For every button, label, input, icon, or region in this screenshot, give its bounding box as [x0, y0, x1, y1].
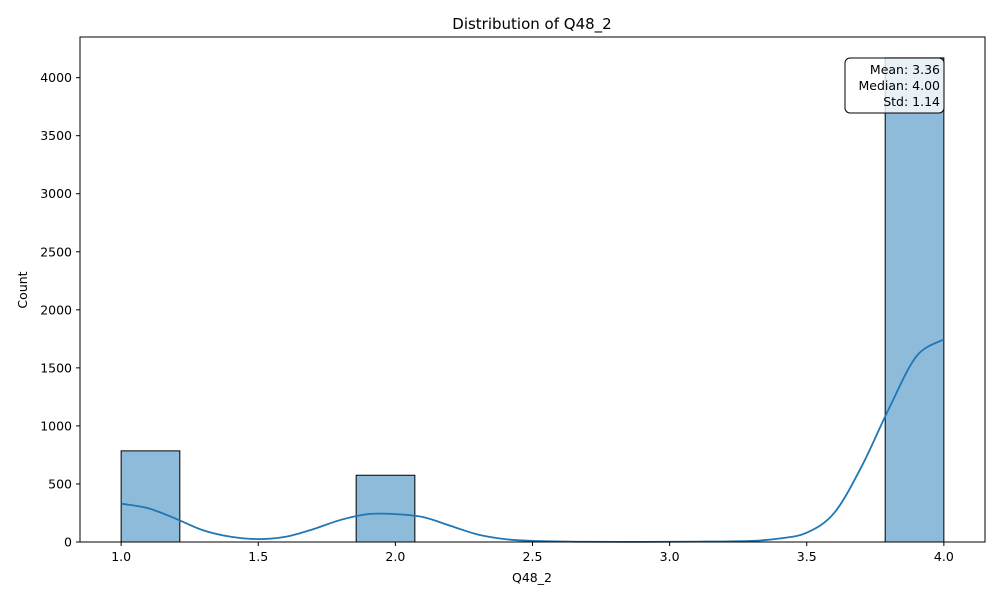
bars-group — [120, 57, 945, 543]
x-tick-label: 4.0 — [934, 549, 954, 564]
x-axis-label: Q48_2 — [512, 570, 552, 585]
y-tick-label: 3500 — [40, 128, 72, 143]
histogram-bar — [884, 57, 945, 543]
x-tick-label: 3.0 — [660, 549, 680, 564]
y-tick-label: 1000 — [40, 418, 72, 433]
x-tick-label: 3.5 — [797, 549, 817, 564]
stats-std: Std: 1.14 — [883, 94, 940, 109]
y-tick-label: 2000 — [40, 302, 72, 317]
y-tick-label: 0 — [64, 535, 72, 550]
y-tick-label: 500 — [48, 476, 72, 491]
y-tick-label: 2500 — [40, 244, 72, 259]
x-axis-ticks: 1.0 1.5 2.0 2.5 3.0 3.5 4.0 — [111, 542, 954, 564]
x-tick-label: 2.5 — [523, 549, 543, 564]
chart-title: Distribution of Q48_2 — [452, 15, 611, 34]
stats-box: Mean: 3.36 Median: 4.00 Std: 1.14 — [844, 57, 945, 114]
x-tick-label: 2.0 — [385, 549, 405, 564]
histogram-bar — [120, 450, 181, 543]
histogram-bar — [355, 474, 416, 543]
kde-line — [120, 338, 945, 543]
y-tick-label: 4000 — [40, 70, 72, 85]
kde-group — [120, 338, 945, 543]
stats-box-frame — [844, 57, 945, 114]
y-tick-label: 1500 — [40, 360, 72, 375]
stats-mean: Mean: 3.36 — [870, 62, 940, 77]
x-tick-label: 1.0 — [111, 549, 131, 564]
y-tick-label: 3000 — [40, 186, 72, 201]
y-axis-ticks: 0 500 1000 1500 2000 2500 3000 3500 4000 — [40, 70, 80, 550]
x-tick-label: 1.5 — [248, 549, 268, 564]
stats-median: Median: 4.00 — [859, 78, 941, 93]
y-axis-label: Count — [15, 271, 30, 308]
